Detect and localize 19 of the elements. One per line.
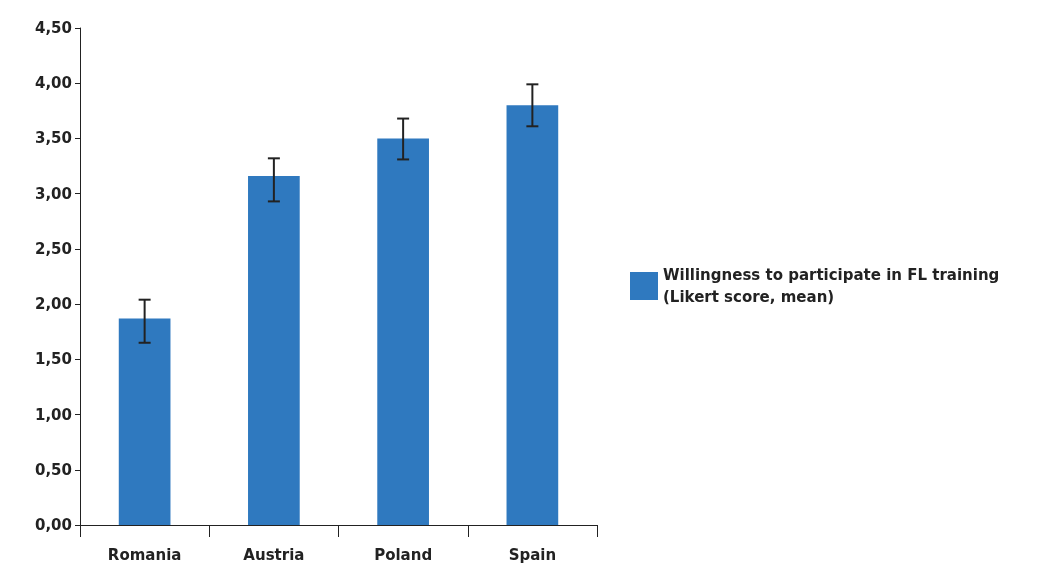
y-tick-label: 3,00 [34, 184, 72, 203]
bar [248, 176, 300, 525]
y-tick-label: 4,50 [34, 19, 72, 37]
y-tick-label: 0,00 [34, 516, 72, 534]
x-tick-label: Austria [243, 545, 305, 564]
x-tick-label: Spain [508, 545, 557, 564]
x-tick-label: Romania [107, 545, 182, 564]
y-tick-label: 2,00 [34, 295, 72, 314]
y-tick-label: 0,50 [34, 460, 72, 479]
y-tick-label: 1,00 [34, 405, 72, 424]
legend-label: Willingness to participate in FL training (Likert score, mean) [663, 266, 1005, 306]
bar [118, 318, 171, 525]
y-tick-label: 2,50 [34, 239, 72, 258]
x-tick-label: Poland [374, 545, 433, 564]
bar [377, 138, 429, 525]
y-tick-label: 4,00 [34, 74, 72, 93]
y-tick-label: 3,50 [34, 129, 72, 148]
bar [506, 105, 559, 525]
y-tick-label: 1,50 [34, 350, 72, 369]
